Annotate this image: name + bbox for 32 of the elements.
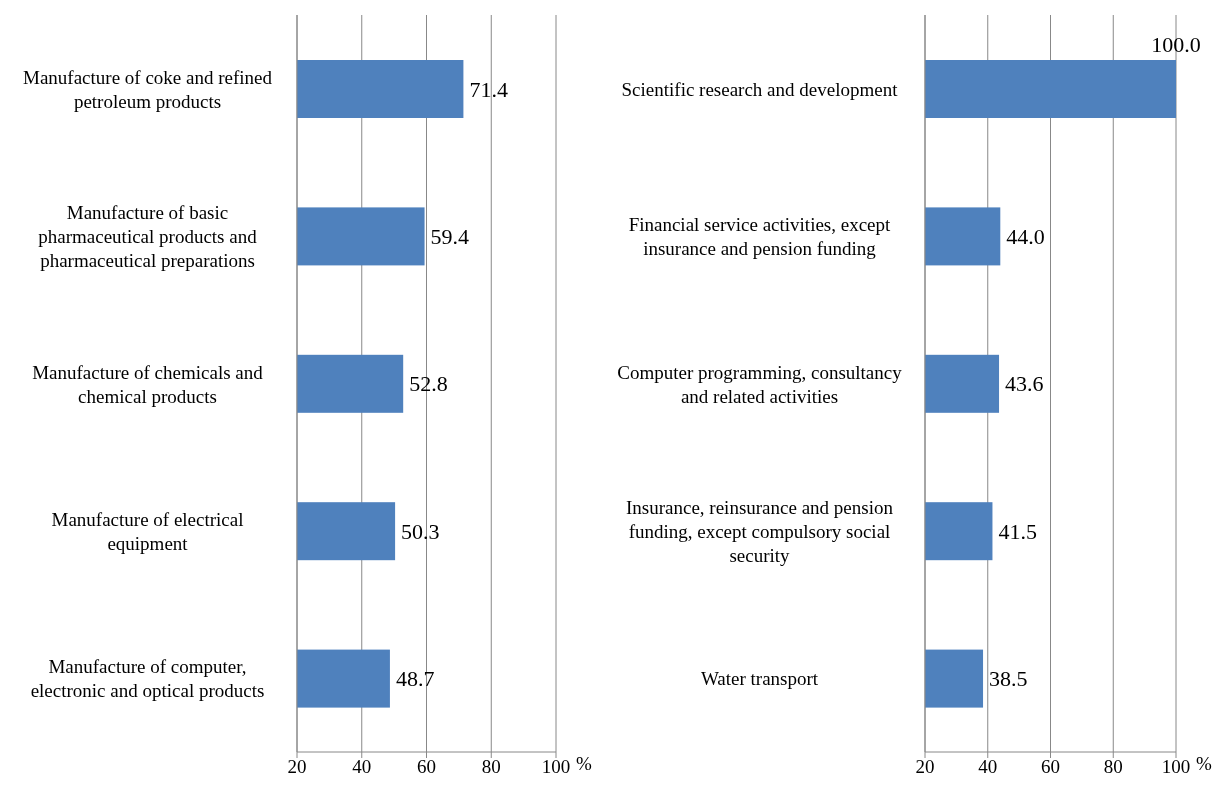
data-label: 50.3 — [401, 518, 440, 544]
x-tick-label: 20 — [915, 756, 935, 778]
x-axis-title: % — [1196, 752, 1213, 774]
data-label: 48.7 — [395, 666, 435, 692]
data-label: 71.4 — [469, 76, 508, 102]
x-tick-label: 60 — [1041, 756, 1060, 778]
y-tick-label: Computer programming, consultancy and related activities — [617, 361, 903, 406]
data-label: 100.0 — [1151, 31, 1201, 57]
y-tick-label: Manufacture of electrical equipment — [51, 508, 244, 554]
y-tick-label: Manufacture of chemicals and chemical products — [32, 361, 264, 406]
y-tick-label: Manufacture of computer, electronic and optical products — [30, 655, 265, 701]
y-tick-label: Manufacture of coke and refined petroleum products — [23, 66, 273, 112]
x-tick-label: 20 — [287, 756, 307, 778]
y-tick-label: Financial service activities, except insurance and pension funding — [628, 213, 892, 259]
x-tick-label: 60 — [417, 756, 436, 778]
y-tick-label: Manufacture of basic pharmaceutical products and pharmaceutical preparations — [38, 201, 258, 271]
data-label: 44.0 — [1006, 223, 1045, 249]
x-tick-label: 80 — [1103, 756, 1123, 778]
data-label: 38.5 — [989, 666, 1028, 692]
y-tick-label: Scientific research and development — [621, 78, 899, 100]
x-tick-label: 100 — [1161, 756, 1191, 778]
x-tick-label: 100 — [541, 756, 571, 778]
y-tick-label: Water transport — [700, 667, 819, 689]
data-label: 52.8 — [409, 371, 448, 397]
data-label: 41.5 — [998, 518, 1037, 544]
data-label: 43.6 — [1005, 371, 1044, 397]
x-tick-label: 40 — [352, 756, 372, 778]
x-axis-title: % — [576, 752, 593, 774]
y-tick-label: Insurance, reinsurance and pension funding, except compulsory social security — [626, 496, 894, 566]
x-tick-label: 40 — [978, 756, 998, 778]
data-label: 59.4 — [430, 223, 470, 249]
x-tick-label: 80 — [481, 756, 501, 778]
